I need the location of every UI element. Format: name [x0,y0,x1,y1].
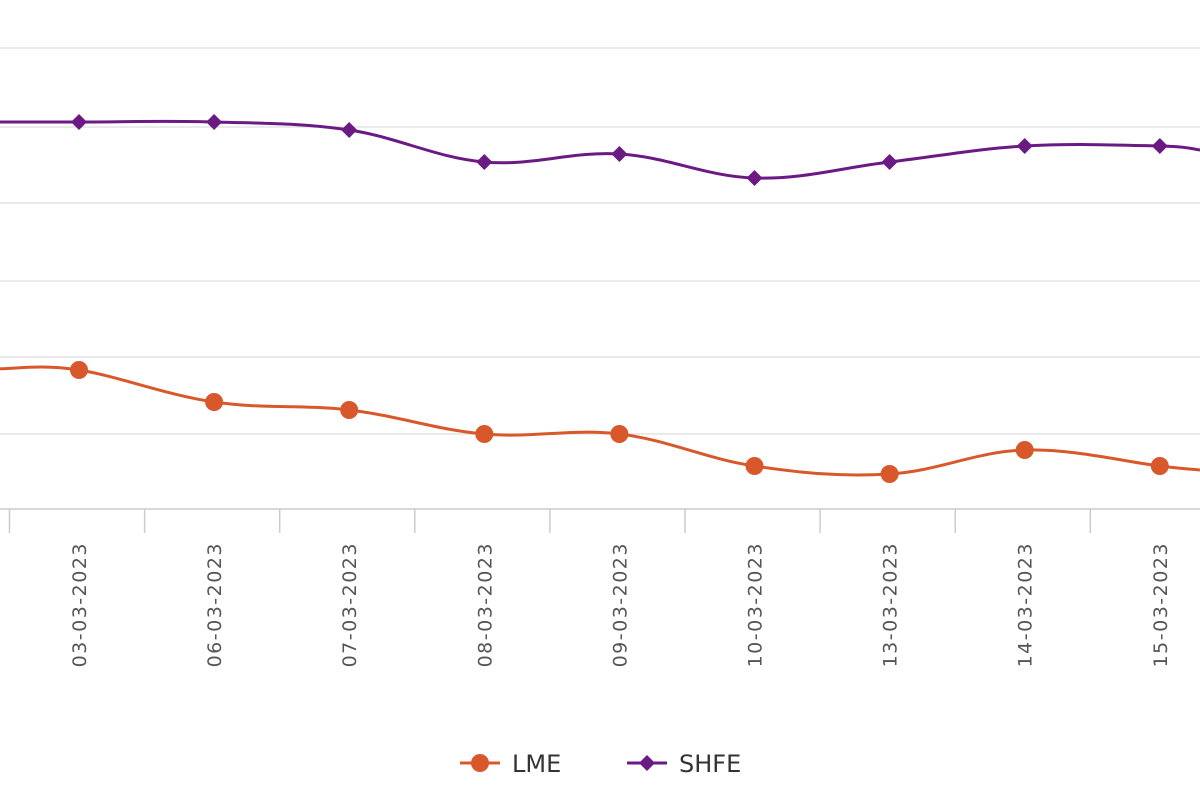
legend-item-lme[interactable]: LME [460,750,561,778]
legend[interactable]: LME SHFE [460,750,741,778]
x-axis [0,508,1200,533]
data-point[interactable] [71,114,87,130]
x-tick-label: 15-03-2023 [1150,542,1172,667]
data-point[interactable] [881,154,898,170]
data-point[interactable] [880,465,899,483]
gridlines [0,47,1200,435]
x-tick-label: 13-03-2023 [880,542,902,667]
legend-marker [471,754,489,772]
data-point[interactable] [206,114,223,130]
series-line [0,119,1200,180]
x-tick-label: 07-03-2023 [339,542,361,667]
data-point[interactable] [1016,138,1033,154]
x-tick-label: 03-03-2023 [69,542,91,667]
series-group [0,114,1200,483]
x-tick-label: 09-03-2023 [609,542,631,667]
data-point[interactable] [1151,138,1168,154]
legend-label: LME [512,750,561,778]
data-point[interactable] [341,122,358,138]
x-tick-label: 08-03-2023 [474,542,496,667]
data-point[interactable] [610,425,629,443]
data-point[interactable] [340,401,359,419]
data-point[interactable] [70,361,88,379]
legend-label: SHFE [679,750,741,778]
x-tick-label: 06-03-2023 [204,542,226,667]
series-shfe [0,114,1200,186]
series-lme [0,361,1200,483]
x-tick-label: 10-03-2023 [745,542,767,667]
x-tick-label: 14-03-2023 [1015,542,1037,667]
legend-item-shfe[interactable]: SHFE [627,750,741,778]
data-point[interactable] [746,170,763,186]
data-point[interactable] [745,457,764,475]
series-line [0,365,1200,477]
data-point[interactable] [475,425,494,443]
data-point[interactable] [476,154,493,170]
data-point[interactable] [1015,441,1034,459]
legend-marker [639,755,655,771]
x-tick-labels: 03-03-2023 06-03-2023 07-03-2023 08-03-2023… [69,542,1172,667]
data-point[interactable] [1150,457,1169,475]
data-point[interactable] [205,393,224,411]
data-point[interactable] [611,146,628,162]
